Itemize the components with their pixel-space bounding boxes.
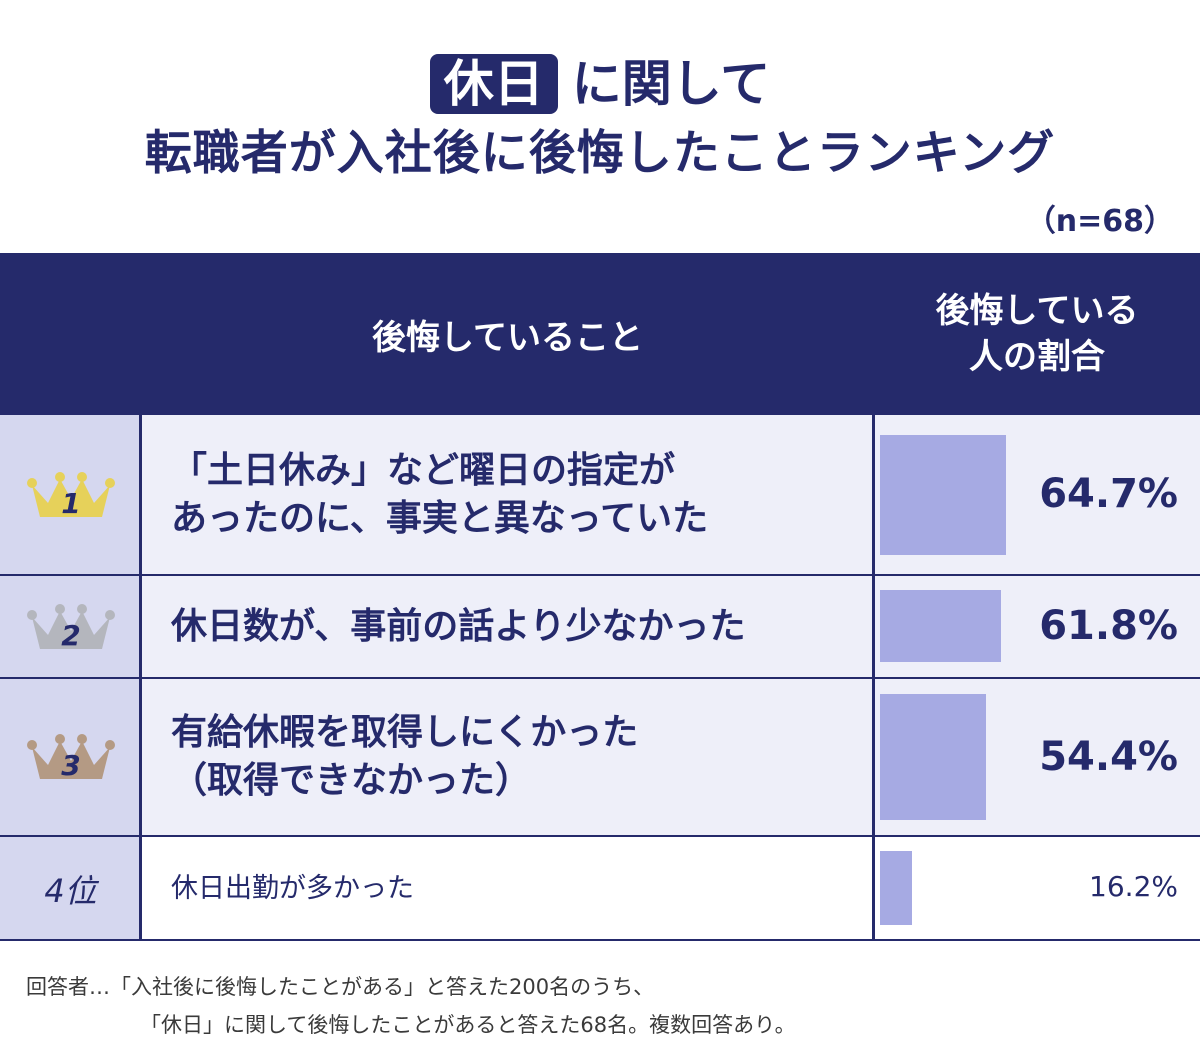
pct-value: 61.8% — [1039, 603, 1178, 649]
header-pct: 後悔している 人の割合 — [874, 253, 1200, 415]
item-cell-1: 「土日休み」など曜日の指定が あったのに、事実と異なっていた — [141, 415, 874, 575]
title-badge: 休日 — [429, 54, 558, 114]
item-cell-3: 有給休暇を取得しにくかった （取得できなかった） — [141, 678, 874, 836]
bar-mark — [880, 435, 1007, 555]
item-text-line1: 休日出勤が多かった — [171, 872, 414, 904]
footer-note-line1: 回答者…「入社後に後悔したことがある」と答えた200名のうち、 — [26, 975, 655, 999]
rank-number: 3 — [61, 749, 80, 782]
row-divider — [0, 677, 1200, 679]
header-item: 後悔していること — [141, 253, 874, 415]
pct-value: 16.2% — [1089, 870, 1178, 903]
title-line1-rest: に関して — [571, 55, 771, 113]
header-rank-cell — [0, 253, 141, 415]
row-divider — [0, 835, 1200, 837]
rank-label: 4位 — [44, 871, 97, 910]
rank-cell-1: 1 — [0, 415, 141, 575]
bar-mark — [880, 590, 1001, 662]
rank-cell-3: 3 — [0, 678, 141, 836]
pct-cell-2: 61.8% — [874, 575, 1200, 678]
silver-crown-icon: 2 — [26, 603, 115, 652]
sample-size: （n=68） — [1025, 204, 1174, 239]
rank-cell-4: 4位 — [0, 836, 141, 941]
chart-title-line2: 転職者が入社後に後悔したことランキング — [144, 126, 1056, 181]
item-text-line1: 「土日休み」など曜日の指定が — [171, 450, 676, 491]
bar-mark — [880, 694, 987, 820]
rank-number: 2 — [61, 619, 80, 652]
item-text-line1: 有給休暇を取得しにくかった — [171, 712, 639, 753]
bronze-crown-icon: 3 — [26, 734, 115, 782]
bar-mark — [880, 851, 912, 925]
item-cell-2: 休日数が、事前の話より少なかった — [141, 575, 874, 678]
gold-crown-icon: 1 — [26, 472, 115, 520]
chart-title-line1: 休日 に関して — [0, 54, 1200, 114]
pct-value: 64.7% — [1039, 471, 1178, 517]
item-cell-4: 休日出勤が多かった — [141, 836, 874, 941]
pct-cell-3: 54.4% — [874, 678, 1200, 836]
pct-cell-4: 16.2% — [874, 836, 1200, 941]
header-pct-line2: 人の割合 — [969, 337, 1105, 377]
table-bottom-border — [0, 939, 1200, 941]
column-divider — [139, 253, 142, 941]
column-divider — [872, 253, 875, 941]
row-divider — [0, 574, 1200, 576]
rank-number: 1 — [61, 487, 80, 520]
pct-cell-1: 64.7% — [874, 415, 1200, 575]
rank-cell-2: 2 — [0, 575, 141, 678]
ranking-table: 後悔していること 後悔している 人の割合 1 「土日休み」など曜日の指定が あっ… — [0, 253, 1200, 941]
pct-value: 54.4% — [1039, 734, 1178, 780]
footer-note-line2: 「休日」に関して後悔したことがあると答えた68名。複数回答あり。 — [140, 1013, 796, 1037]
header-pct-line1: 後悔している — [935, 291, 1139, 331]
item-text-line1: 休日数が、事前の話より少なかった — [171, 605, 746, 647]
item-text-line2: あったのに、事実と異なっていた — [171, 498, 709, 539]
item-text-line2: （取得できなかった） — [171, 760, 532, 801]
